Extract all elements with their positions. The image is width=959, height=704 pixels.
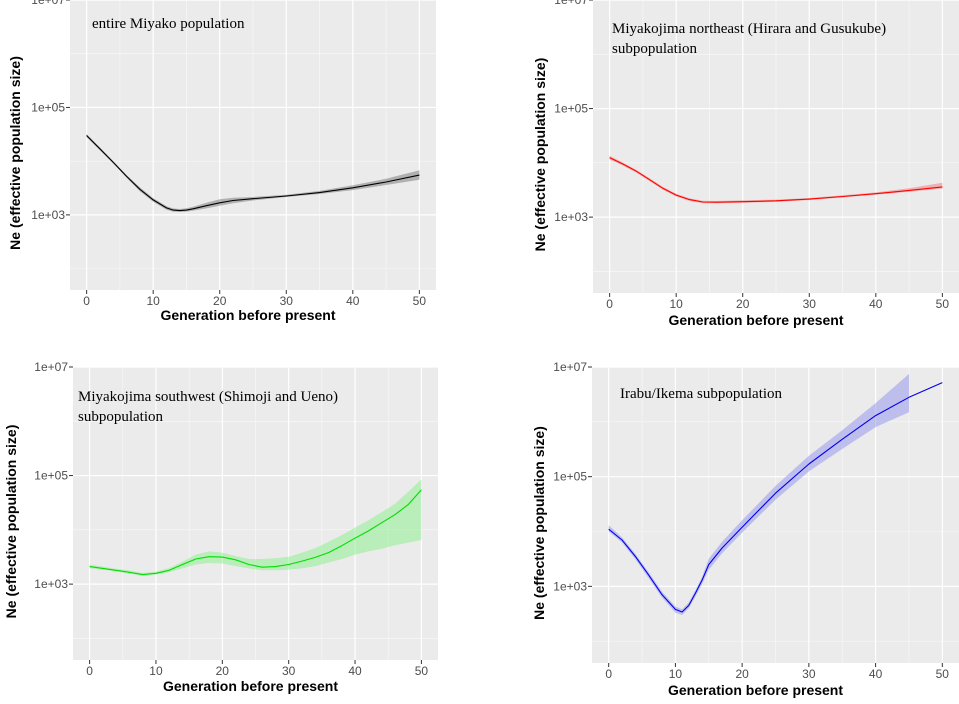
- panel-1: 0 10 20 30 40 50 1e+03 1e+05 1e+07 Generation bef…: [7, 0, 436, 323]
- x-tick-label: 40: [346, 294, 360, 308]
- y-axis-title: Ne (effective population size): [532, 58, 548, 252]
- y-tick-label: 1e+03: [553, 579, 587, 593]
- series-line: [608, 382, 943, 613]
- x-tick-label: 40: [869, 297, 883, 311]
- x-tick-label: 50: [415, 664, 429, 678]
- panel-annotation: subpopulation: [78, 409, 163, 425]
- x-tick-label: 30: [282, 664, 296, 678]
- x-tick-label: 10: [147, 294, 161, 308]
- series-line: [86, 135, 420, 212]
- x-tick-label: 20: [736, 297, 750, 311]
- y-tick-label: 1e+03: [31, 208, 65, 222]
- panel-4: 0 10 20 30 40 50 1e+03 1e+05 1e+07 Generation bef…: [531, 360, 959, 698]
- x-tick-label: 20: [735, 667, 749, 681]
- series-line: [609, 157, 943, 203]
- x-tick-label: 20: [216, 664, 230, 678]
- y-tick-label: 1e+07: [34, 360, 68, 374]
- y-tick-label: 1e+07: [31, 0, 65, 7]
- x-tick-label: 50: [936, 297, 950, 311]
- panel-annotation: Miyakojima southwest (Shimoji and Ueno): [78, 389, 338, 405]
- y-tick-label: 1e+03: [554, 210, 588, 224]
- x-axis-title: Generation before present: [668, 312, 843, 328]
- y-tick-label: 1e+05: [553, 470, 587, 484]
- panel-annotation: subpopulation: [612, 41, 697, 57]
- y-tick-label: 1e+05: [34, 469, 68, 483]
- y-tick-label: 1e+07: [554, 0, 588, 7]
- panel-annotation: entire Miyako population: [92, 16, 245, 32]
- x-tick-label: 40: [869, 667, 883, 681]
- x-tick-label: 10: [149, 664, 163, 678]
- x-tick-label: 0: [606, 297, 613, 311]
- y-axis-title: Ne (effective population size): [7, 56, 23, 250]
- panel-annotation: Miyakojima northeast (Hirara and Gusukub…: [612, 21, 886, 37]
- x-tick-label: 10: [670, 297, 684, 311]
- x-tick-label: 0: [83, 294, 90, 308]
- y-tick-label: 1e+07: [553, 360, 587, 374]
- y-tick-label: 1e+03: [34, 577, 68, 591]
- x-tick-label: 20: [213, 294, 227, 308]
- x-axis-title: Generation before present: [163, 678, 338, 694]
- x-tick-label: 30: [803, 297, 817, 311]
- panel-2: 0 10 20 30 40 50 1e+03 1e+05 1e+07 Generation bef…: [532, 0, 959, 328]
- x-tick-label: 10: [669, 667, 683, 681]
- series-line: [89, 489, 422, 576]
- x-tick-label: 0: [86, 664, 93, 678]
- x-tick-label: 0: [605, 667, 612, 681]
- x-axis-title: Generation before present: [160, 307, 335, 323]
- x-tick-label: 30: [802, 667, 816, 681]
- x-tick-label: 30: [280, 294, 294, 308]
- y-tick-label: 1e+05: [554, 102, 588, 116]
- x-axis-title: Generation before present: [668, 682, 843, 698]
- panel-annotation: Irabu/Ikema subpopulation: [620, 386, 783, 402]
- x-tick-label: 50: [413, 294, 427, 308]
- panel-3: 0 10 20 30 40 50 1e+03 1e+05 1e+07 Generation bef…: [3, 360, 438, 694]
- x-tick-label: 50: [936, 667, 950, 681]
- y-axis-title: Ne (effective population size): [531, 426, 547, 620]
- y-axis-title: Ne (effective population size): [3, 425, 19, 619]
- y-tick-label: 1e+05: [31, 100, 65, 114]
- confidence-band: [89, 479, 422, 576]
- x-tick-label: 40: [348, 664, 362, 678]
